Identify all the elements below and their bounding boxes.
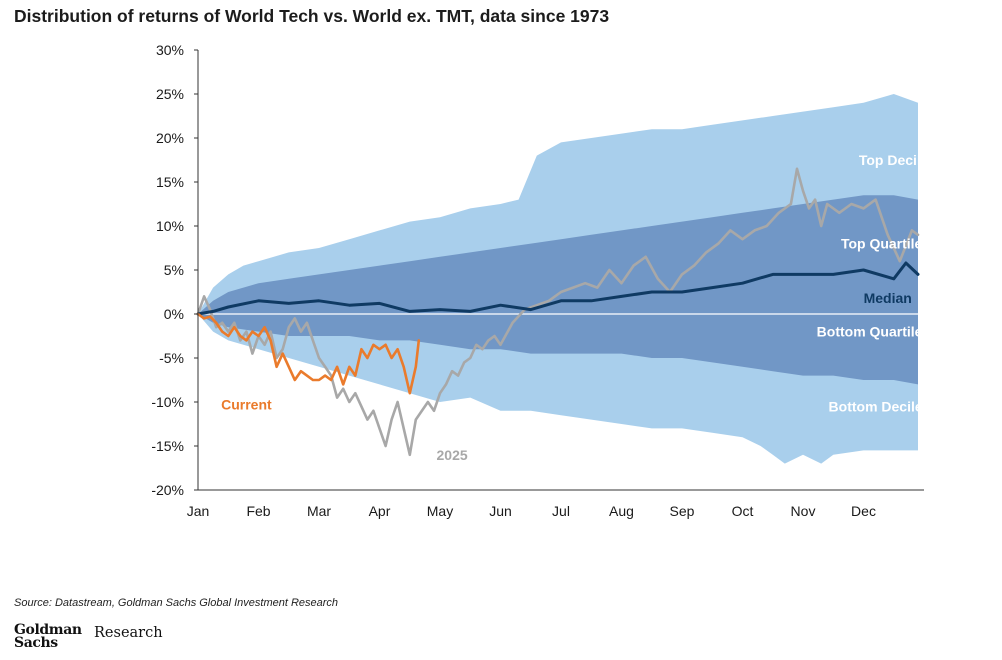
returns-distribution-chart: Top Decile Top Quartile Median Bottom Quart… <box>151 42 929 519</box>
y-tick-label: 10% <box>156 218 184 234</box>
x-tick-label-apr: Apr <box>369 503 391 519</box>
x-tick-label-feb: Feb <box>246 503 270 519</box>
x-tick-label-may: May <box>427 503 453 519</box>
logo-research: Research <box>94 625 163 641</box>
annotation-bottom-quartile: Bottom Quartile <box>817 324 923 340</box>
chart-title: Distribution of returns of World Tech vs… <box>14 6 610 26</box>
source-note: Source: Datastream, Goldman Sachs Global… <box>14 597 339 609</box>
logo-line2: Sachs <box>14 635 58 651</box>
series-2025-line <box>196 167 920 457</box>
x-tick-label-nov: Nov <box>791 503 816 519</box>
quartile-band <box>198 195 918 385</box>
y-axis: 30% 25% 20% 15% 10% 5% 0% -5% -10% -15% -20% <box>151 42 199 498</box>
y-tick-label: 20% <box>156 130 184 146</box>
goldman-sachs-research-logo: Goldman Sachs Research <box>14 622 204 658</box>
x-axis: Jan Feb Mar Apr May Jun Jul Aug Sep Oct Nov Dec <box>187 489 924 519</box>
y-tick-label: -5% <box>159 350 184 366</box>
series-median-line <box>196 261 920 316</box>
logo-wordmark: Goldman Sachs <box>14 622 82 651</box>
y-tick-label: -15% <box>151 438 184 454</box>
x-tick-label-jun: Jun <box>489 503 512 519</box>
annotation-current: Current <box>221 397 272 413</box>
y-tick-label: 15% <box>156 174 184 190</box>
series-current-line <box>196 312 421 395</box>
annotation-bottom-decile: Bottom Decile <box>829 398 923 414</box>
y-tick-label: 5% <box>164 262 184 278</box>
x-tick-label-sep: Sep <box>670 503 695 519</box>
y-tick-label: 30% <box>156 42 184 58</box>
x-tick-label-dec: Dec <box>851 503 876 519</box>
annotation-2025: 2025 <box>437 447 468 463</box>
annotation-top-quartile: Top Quartile <box>841 236 923 252</box>
x-tick-label-jan: Jan <box>187 503 210 519</box>
y-tick-label: 25% <box>156 86 184 102</box>
x-tick-label-oct: Oct <box>732 503 754 519</box>
x-tick-label-aug: Aug <box>609 503 634 519</box>
x-tick-label-mar: Mar <box>307 503 331 519</box>
annotation-median: Median <box>864 290 912 306</box>
annotation-top-decile: Top Decile <box>859 152 929 168</box>
y-tick-label: -10% <box>151 394 184 410</box>
logo-line1: Goldman <box>14 622 82 638</box>
y-tick-label: -20% <box>151 482 184 498</box>
band-labels: Top Decile Top Quartile Median Bottom Quart… <box>221 152 929 463</box>
y-tick-label: 0% <box>164 306 184 322</box>
x-tick-label-jul: Jul <box>552 503 570 519</box>
distribution-bands <box>198 94 918 464</box>
series-lines <box>196 167 920 457</box>
